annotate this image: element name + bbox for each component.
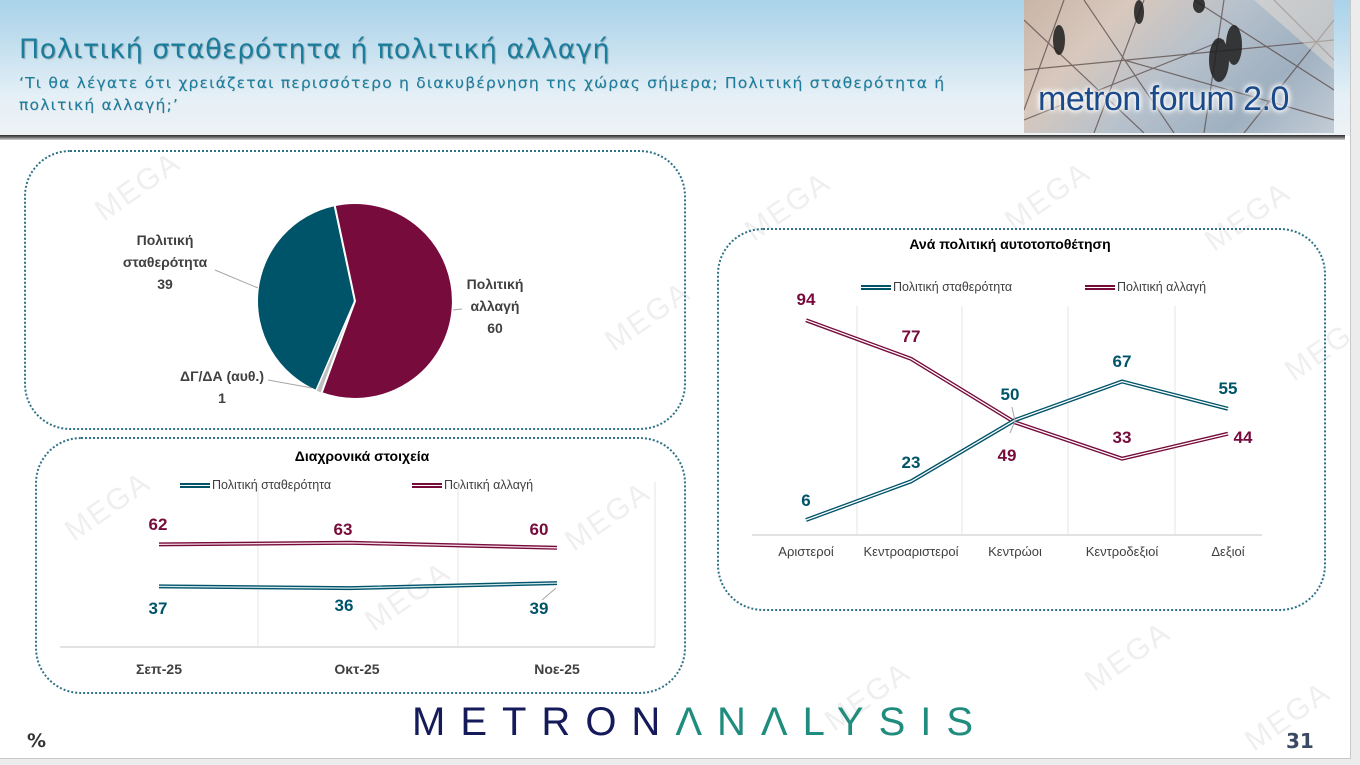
- trend-value-stability: 36: [334, 596, 354, 615]
- header-band: Πολιτική σταθερότητα ή πολιτική αλλαγή ‘…: [0, 0, 1350, 136]
- ideology-value-change: 33: [1112, 428, 1132, 447]
- leader-line: [267, 379, 313, 389]
- ideology-x-label: Κεντρώοι: [988, 544, 1042, 559]
- ideology-value-change: 77: [901, 327, 921, 346]
- question-subtitle: ‘Τι θα λέγατε ότι χρειάζεται περισσότερο…: [19, 74, 946, 114]
- ideology-value-stability: 55: [1218, 379, 1238, 398]
- leader-line: [214, 269, 259, 289]
- leader-line: [452, 308, 463, 311]
- trend-x-label: Νοε-25: [534, 661, 580, 677]
- ideology-x-label: Δεξιοί: [1211, 544, 1245, 559]
- unit-label: %: [27, 730, 47, 752]
- ideology-value-stability: 23: [901, 453, 921, 472]
- ideology-legend-stability: Πολιτική σταθερότητα: [861, 280, 1012, 294]
- ideology-chart: [752, 306, 1262, 536]
- trend-value-change: 60: [529, 520, 549, 539]
- legend-swatch: [861, 284, 891, 290]
- legend-swatch: [1085, 284, 1115, 290]
- legend-swatch: [412, 482, 442, 488]
- ideology-legend-change: Πολιτική αλλαγή: [1085, 280, 1206, 294]
- metron-forum-logo: metron forum 2.0: [1024, 0, 1334, 133]
- ideology-value-change: 44: [1233, 428, 1253, 447]
- pie-chart-panel: [24, 150, 686, 430]
- trend-value-change: 63: [333, 520, 353, 539]
- trend-legend-change: Πολιτική αλλαγή: [412, 478, 533, 492]
- watermark: MEGA: [1078, 615, 1177, 698]
- trend-legend-stability: Πολιτική σταθερότητα: [180, 478, 331, 492]
- pie-slice-stability: [256, 203, 357, 393]
- trend-x-label: Σεπ-25: [136, 661, 182, 677]
- trend-value-stability: 39: [529, 599, 549, 618]
- trend-chart-panel: [35, 437, 686, 694]
- ideology-x-label: Κεντροαριστεροί: [863, 544, 959, 559]
- pie-label-stability: Πολιτική σταθερότητα 39: [122, 232, 208, 292]
- trend-value-change: 62: [148, 515, 168, 534]
- trend-chart-title: Διαχρονικά στοιχεία: [294, 448, 430, 464]
- logo-text: metron forum 2.0: [1038, 80, 1289, 118]
- trend-chart: [60, 482, 656, 648]
- ideology-x-label: Αριστεροί: [778, 544, 834, 559]
- pie-label-dk-na: ΔΓ/ΔΑ (αυθ.) 1: [180, 368, 264, 406]
- ideology-chart-title: Ανά πολιτική αυτοτοποθέτηση: [909, 236, 1111, 252]
- header-divider: [0, 135, 1345, 140]
- ideology-value-change: 49: [997, 446, 1017, 465]
- legend-swatch: [180, 482, 210, 488]
- metron-analysis-logo: METRONΛNΛLYSIS: [412, 700, 989, 744]
- ideology-value-stability: 67: [1112, 352, 1132, 371]
- pie-chart: [214, 202, 463, 400]
- pie-label-change: Πολιτική αλλαγή 60: [466, 276, 524, 336]
- trend-value-stability: 37: [148, 599, 168, 618]
- ideology-value-change: 94: [796, 290, 816, 309]
- ideology-value-stability: 6: [801, 491, 811, 510]
- trend-x-label: Οκτ-25: [334, 661, 380, 677]
- logo-background-image: [1024, 0, 1334, 133]
- ideology-chart-panel: [717, 228, 1326, 611]
- ideology-value-stability: 50: [1000, 385, 1020, 404]
- page-number: 31: [1286, 729, 1314, 753]
- page-title: Πολιτική σταθερότητα ή πολιτική αλλαγή: [19, 34, 611, 65]
- pie-slice-change: [320, 202, 454, 400]
- ideology-x-label: Κεντροδεξιοί: [1085, 544, 1159, 559]
